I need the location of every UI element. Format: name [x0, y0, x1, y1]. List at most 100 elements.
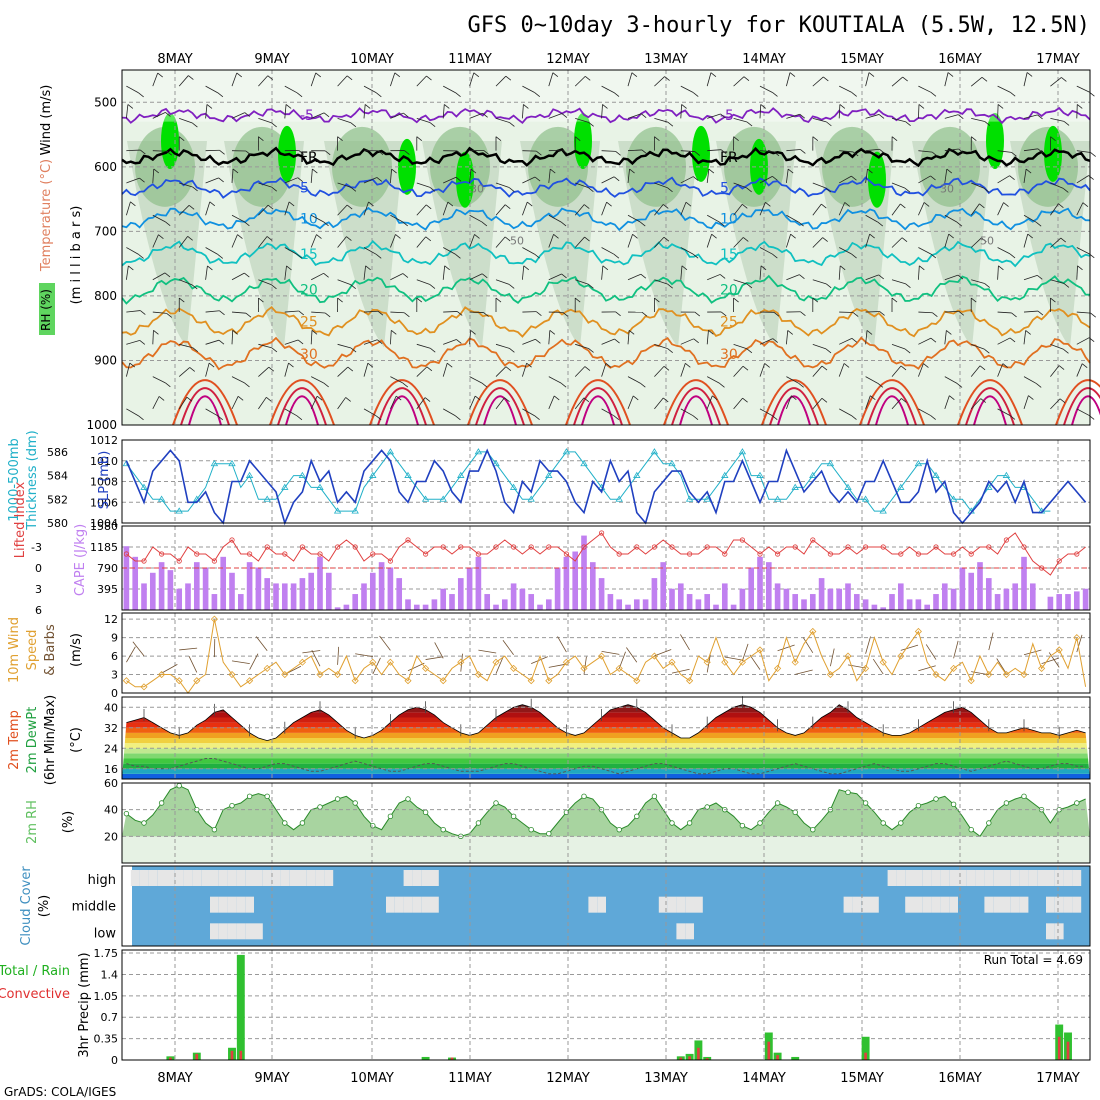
wind-barb — [284, 362, 289, 377]
wind-barb-flag — [877, 221, 884, 227]
wind-barb — [706, 330, 709, 345]
cloud-gap-high_gap-102 — [1019, 870, 1029, 886]
wind-barb — [178, 205, 190, 216]
surface-wind-barb — [618, 651, 626, 669]
surface-isotherm-9-0 — [1055, 379, 1100, 426]
li-point — [422, 551, 429, 557]
wind-barb-flag — [958, 148, 964, 154]
convective-bar-5 — [169, 1057, 172, 1060]
wind-barb — [337, 182, 352, 188]
surface-isotherm-8-0 — [957, 379, 1023, 426]
convective-bar-64 — [688, 1056, 691, 1060]
wind-barb-flag — [271, 347, 278, 353]
wind-barb — [126, 362, 131, 377]
wind-barb — [865, 114, 880, 119]
wind-barb — [970, 76, 983, 87]
wind-barb-flag — [798, 221, 804, 227]
rh-point — [1021, 793, 1027, 800]
cape-bar-9 — [202, 567, 209, 610]
wind-barb — [152, 330, 154, 345]
wind-barb-flag — [207, 265, 213, 271]
wind10-point — [721, 658, 729, 666]
wind-barb-flag — [1025, 168, 1032, 174]
wind-barb — [997, 150, 1012, 153]
wind-barb — [1076, 408, 1090, 416]
wind-barb — [944, 114, 959, 119]
wind-barb-flag — [663, 204, 669, 209]
wind-barb-flag — [613, 92, 620, 97]
wind-barb — [548, 376, 562, 384]
thickness-point — [457, 471, 465, 478]
thickness-point — [685, 495, 694, 502]
wind-barb-flag — [402, 382, 409, 388]
cape-bar-103 — [1029, 583, 1036, 610]
cape-bar-51 — [572, 551, 579, 610]
wind-barb-flag — [192, 347, 199, 353]
thickness-point — [228, 459, 236, 467]
wind-barb — [311, 272, 324, 281]
wind-barb-flag — [470, 330, 476, 335]
rh-point — [493, 800, 499, 806]
wind-barb-flag — [350, 122, 357, 128]
p2-thickness-tick-586: 586 — [47, 446, 68, 459]
thickness-point — [333, 507, 342, 514]
wind-barb-flag — [424, 397, 431, 402]
cape-bar-94 — [950, 588, 957, 610]
wind-barb — [416, 182, 431, 188]
cape-bar-75 — [783, 588, 790, 610]
wind-barb — [733, 118, 748, 123]
wind10-point — [298, 658, 306, 666]
wind-barb-flag — [217, 92, 224, 98]
wind-barb — [1023, 72, 1028, 87]
wind-barb-flag — [746, 121, 753, 127]
surface-wind-barb — [724, 656, 743, 661]
wind-barb-flag — [821, 365, 828, 371]
wind-barb-flag — [733, 136, 739, 141]
wind-barb — [443, 176, 457, 184]
wind-barb — [390, 168, 393, 183]
wind-barb — [654, 76, 665, 87]
li-point — [1003, 537, 1010, 543]
wind-barb — [918, 202, 925, 216]
wind-barb — [522, 363, 527, 377]
wind-barb-flag — [560, 221, 567, 227]
rh-legend-swatch — [39, 283, 55, 335]
wind-barb — [231, 376, 245, 384]
wind-barb-flag — [588, 187, 594, 192]
wind-barb-flag — [323, 221, 329, 227]
wind-barb — [654, 236, 665, 248]
wind-barb — [442, 104, 445, 119]
wind-barb — [284, 177, 298, 184]
rh-point — [669, 820, 675, 826]
wind-barb-flag — [192, 122, 198, 128]
p2-slp-tick-1006: 1006 — [90, 496, 118, 509]
wind-barb-flag — [483, 150, 489, 155]
cloud-gap-middle_gap-63 — [676, 896, 686, 913]
cape-bar-92 — [933, 594, 939, 610]
top-day-label-2: 10MAY — [350, 52, 394, 67]
wind-barb-flag — [905, 121, 911, 127]
cape-bar-50 — [563, 556, 570, 610]
wind-barb-flag — [772, 176, 778, 181]
wind-barb — [838, 265, 841, 280]
wind-barb — [997, 104, 999, 119]
rh-point — [651, 793, 658, 800]
temp-band-14 — [122, 704, 1090, 708]
wind-barb — [1023, 376, 1037, 384]
li-point — [933, 544, 939, 550]
wind-barb-flag — [640, 273, 647, 279]
temp-band-13 — [122, 707, 1090, 713]
wind-barb-flag — [375, 415, 382, 421]
wind-barb-flag — [930, 92, 937, 97]
wind-barb — [443, 85, 456, 94]
isotherm-label-20-0: 20 — [300, 282, 318, 298]
wind-barb-flag — [891, 136, 898, 141]
surface-wind-barb — [478, 649, 497, 654]
panel-rh2m-frame — [121, 782, 1091, 864]
wind-barb-flag — [902, 76, 908, 82]
wind-barb-flag — [206, 104, 213, 109]
cloud-gap-middle_gap-98 — [984, 896, 994, 913]
wind-barb — [654, 118, 668, 123]
wind-barb-flag — [641, 311, 648, 317]
wind-barb-flag — [742, 203, 748, 209]
